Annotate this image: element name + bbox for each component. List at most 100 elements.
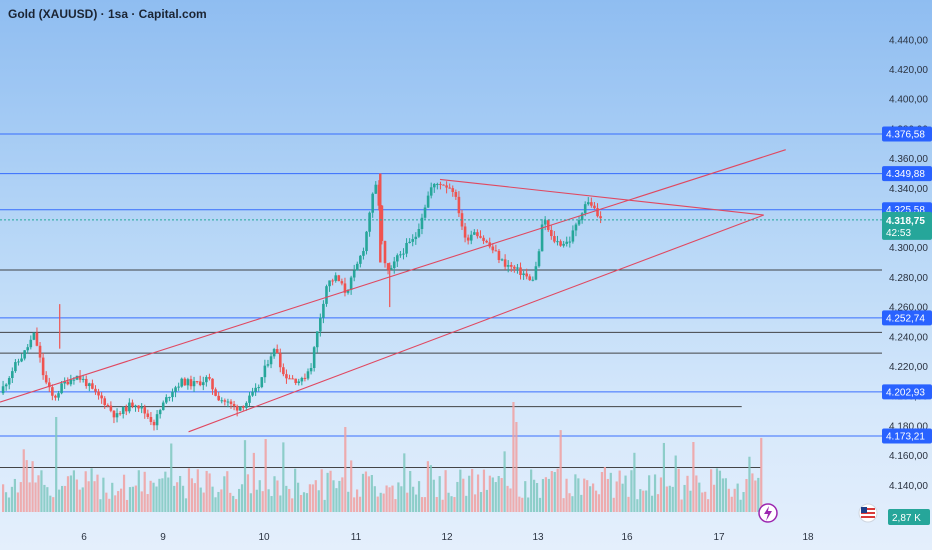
candle-body <box>525 273 528 277</box>
candle-body <box>171 391 174 398</box>
volume-bar <box>291 498 294 512</box>
candle-body <box>540 224 544 252</box>
trendline <box>0 149 786 403</box>
candle-body <box>516 267 519 269</box>
candle-body <box>103 398 107 406</box>
candle-body <box>577 220 581 225</box>
volume-bar <box>61 485 64 512</box>
volume-bar <box>58 489 61 512</box>
volume-bar <box>111 482 114 512</box>
volume-bar <box>128 487 132 512</box>
volume-bar <box>574 474 577 512</box>
volume-bar <box>267 489 270 512</box>
volume-bar <box>760 437 763 512</box>
volume-bar <box>320 469 323 512</box>
time-axis-label: 9 <box>160 532 166 543</box>
volume-bar <box>426 461 429 512</box>
volume-bar <box>99 499 102 512</box>
level-price-tag <box>882 384 932 400</box>
volume-bar <box>621 483 624 512</box>
candle-body <box>146 413 150 417</box>
volume-bar <box>243 440 247 512</box>
volume-bar <box>279 495 282 512</box>
lightning-glyph-icon <box>764 506 772 521</box>
candle-body <box>300 377 304 382</box>
level-price-label: 4.376,58 <box>886 129 925 140</box>
candle-body <box>312 347 316 369</box>
candle-body <box>426 195 430 208</box>
volume-bar <box>282 442 285 512</box>
candle-body <box>112 410 116 418</box>
candle-body <box>463 226 467 238</box>
candle-body <box>201 382 205 386</box>
volume-bar <box>435 496 438 512</box>
volume-bar <box>122 474 126 512</box>
volume-bar <box>90 468 93 512</box>
candle-body <box>269 356 273 365</box>
volume-bar <box>707 499 710 512</box>
volume-bar <box>34 482 37 512</box>
volume-bar <box>721 478 724 512</box>
candle-body <box>346 289 350 293</box>
level-price-tag <box>882 428 932 444</box>
candle-body <box>1 386 5 394</box>
candle-body <box>26 347 30 351</box>
volume-bar <box>751 473 754 512</box>
volume-bar <box>108 498 111 512</box>
candle-body <box>445 185 448 188</box>
volume-bar <box>72 470 75 512</box>
volume-bar <box>120 488 123 512</box>
volume-bar <box>261 491 264 512</box>
candle-body <box>439 183 442 185</box>
volume-bar <box>379 492 382 512</box>
candle-body <box>522 273 525 275</box>
candle-body <box>282 367 285 375</box>
volume-bar <box>102 477 105 512</box>
volume-bar <box>642 490 645 512</box>
volume-bar <box>485 489 488 512</box>
candle-body <box>109 405 113 411</box>
candle-body <box>245 402 248 408</box>
volume-bar <box>31 461 34 512</box>
volume-bar <box>432 479 435 512</box>
volume-bar <box>297 482 300 512</box>
candle-body <box>331 280 334 282</box>
candle-body <box>454 191 458 197</box>
volume-bar <box>208 473 211 512</box>
volume-bar <box>538 497 542 512</box>
candle-body <box>319 317 322 332</box>
volume-bar <box>718 470 722 512</box>
price-tick-label: 4.360,00 <box>889 154 928 165</box>
volume-bar <box>659 477 663 512</box>
volume-bar <box>420 497 424 512</box>
volume-bar <box>518 496 521 512</box>
volume-bar <box>521 497 524 512</box>
volume-bar <box>220 489 223 512</box>
volume-bar <box>462 478 465 512</box>
volume-bar <box>391 485 394 512</box>
volume-bar <box>715 468 719 512</box>
volume-bar <box>184 498 188 512</box>
volume-bar <box>409 471 412 512</box>
flag-stripe-icon <box>861 508 875 510</box>
candle-body <box>291 378 294 380</box>
volume-bar <box>170 443 173 512</box>
volume-bar <box>93 481 96 512</box>
candle-body <box>586 202 590 205</box>
price-tick-label: 4.300,00 <box>889 243 928 254</box>
volume-bar <box>255 489 258 512</box>
volume-bar <box>476 474 480 512</box>
candle-body <box>583 204 587 214</box>
candle-body <box>198 381 202 386</box>
candle-body <box>29 339 33 348</box>
volume-bar <box>733 488 736 512</box>
volume-bar <box>264 439 267 512</box>
candle-body <box>368 212 371 232</box>
volume-bar <box>131 486 134 512</box>
candle-body <box>359 255 362 264</box>
volume-bar <box>597 494 601 512</box>
volume-bar <box>229 492 232 512</box>
volume-bar <box>494 482 497 512</box>
level-price-tag <box>882 126 932 142</box>
